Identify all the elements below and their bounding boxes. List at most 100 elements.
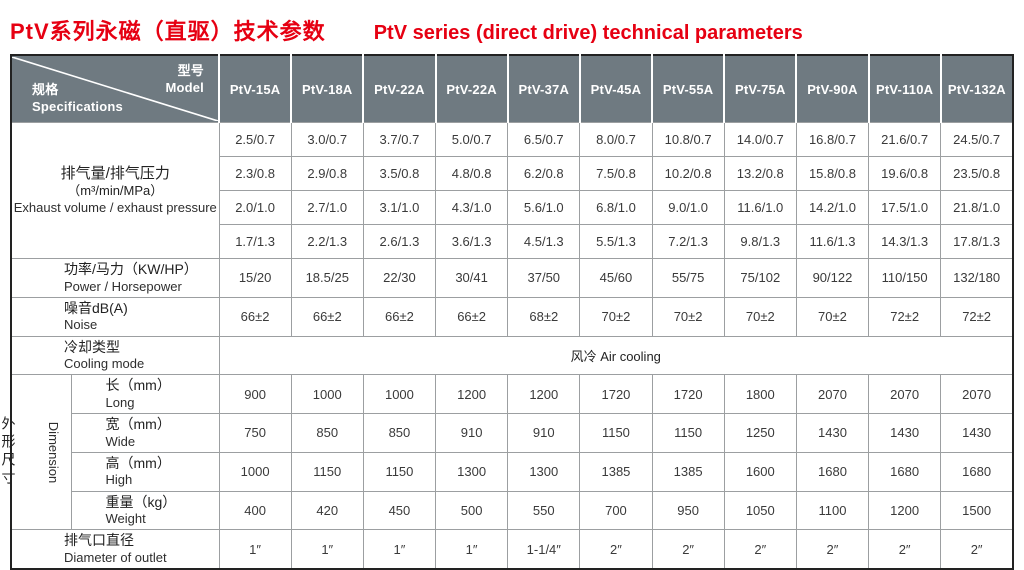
cooling-label-zh: 冷却类型 bbox=[64, 338, 120, 355]
value-cell: 2″ bbox=[579, 529, 653, 570]
value-cell: 10.8/0.7 bbox=[651, 122, 725, 157]
value-cell: 15.8/0.8 bbox=[795, 156, 870, 191]
value-cell: 1000 bbox=[290, 374, 364, 414]
value-cell: 1150 bbox=[651, 413, 725, 453]
value-cell: 22/30 bbox=[362, 258, 437, 298]
value-cell: 1.7/1.3 bbox=[218, 224, 292, 259]
value-cell: 70±2 bbox=[795, 296, 870, 337]
value-cell: 21.6/0.7 bbox=[868, 122, 942, 157]
value-cell: 2″ bbox=[795, 529, 870, 570]
cooling-label-en: Cooling mode bbox=[64, 356, 145, 371]
dimension-row-weight: 重量（kg） Weight 400 420 450 500 550 700 950 1050 1… bbox=[11, 490, 1014, 531]
exhaust-row-4: 1.7/1.3 2.2/1.3 2.6/1.3 3.6/1.3 4.5/1.3 5.5/1… bbox=[11, 224, 1014, 259]
value-cell: 1250 bbox=[723, 413, 797, 453]
model-header-cell: PtV-132A bbox=[939, 55, 1013, 123]
value-cell: 8.0/0.7 bbox=[579, 122, 653, 157]
value-cell: 37/50 bbox=[507, 258, 581, 298]
value-cell: 110/150 bbox=[868, 258, 942, 298]
model-header-cell: PtV-45A bbox=[578, 55, 653, 123]
value-cell: 1″ bbox=[435, 529, 509, 570]
value-cell: 5.5/1.3 bbox=[579, 224, 653, 259]
high-label-cell: 高（mm） High bbox=[70, 451, 220, 492]
value-cell: 2.3/0.8 bbox=[218, 156, 292, 191]
dimension-group-zh: 外形尺寸 bbox=[0, 416, 17, 489]
model-header-cell: PtV-15A bbox=[217, 55, 292, 123]
model-header-cell: PtV-18A bbox=[290, 55, 364, 123]
spec-sheet-page: PtV系列永磁（直驱）技术参数 PtV series (direct drive… bbox=[1, 19, 1014, 570]
value-cell: 21.8/1.0 bbox=[940, 190, 1014, 225]
value-cell: 13.2/0.8 bbox=[723, 156, 797, 191]
value-cell: 500 bbox=[435, 490, 509, 531]
value-cell: 1150 bbox=[290, 451, 364, 492]
value-cell: 68±2 bbox=[507, 296, 581, 337]
value-cell: 1150 bbox=[579, 413, 653, 453]
dimension-group-en: Dimension bbox=[45, 421, 61, 483]
value-cell: 70±2 bbox=[723, 296, 797, 337]
outlet-label-en: Diameter of outlet bbox=[64, 549, 167, 565]
value-cell: 2070 bbox=[940, 374, 1014, 414]
value-cell: 9.8/1.3 bbox=[723, 224, 797, 259]
value-cell: 2.2/1.3 bbox=[290, 224, 364, 259]
value-cell: 24.5/0.7 bbox=[940, 122, 1014, 157]
value-cell: 6.8/1.0 bbox=[579, 190, 653, 225]
power-label-zh: 功率/马力（KW/HP） bbox=[64, 261, 198, 277]
power-label-cell: 功率/马力（KW/HP） Power / Horsepower bbox=[10, 258, 220, 298]
value-cell: 66±2 bbox=[362, 296, 437, 337]
value-cell: 450 bbox=[362, 490, 437, 531]
value-cell: 6.5/0.7 bbox=[507, 122, 581, 157]
value-cell: 16.8/0.7 bbox=[795, 122, 870, 157]
value-cell: 2.9/0.8 bbox=[290, 156, 364, 191]
noise-label-en: Noise bbox=[64, 317, 98, 333]
corner-spec-zh: 规格 bbox=[32, 82, 59, 98]
value-cell: 1385 bbox=[579, 451, 653, 492]
value-cell: 2070 bbox=[795, 374, 870, 414]
wide-label-cell: 宽（mm） Wide bbox=[70, 413, 220, 453]
value-cell: 66±2 bbox=[435, 296, 509, 337]
value-cell: 11.6/1.3 bbox=[795, 224, 870, 259]
dimension-row-wide: 宽（mm） Wide 750 850 850 910 910 1150 1150 1250 14… bbox=[11, 413, 1014, 453]
value-cell: 1100 bbox=[795, 490, 870, 531]
value-cell: 1430 bbox=[868, 413, 942, 453]
value-cell: 1430 bbox=[940, 413, 1014, 453]
exhaust-label-unit: （m³/min/MPa） bbox=[67, 183, 164, 199]
value-cell: 72±2 bbox=[940, 296, 1014, 337]
value-cell: 10.2/0.8 bbox=[651, 156, 725, 191]
dimension-group-cell: 外形尺寸 Dimension bbox=[1, 374, 72, 531]
value-cell: 3.7/0.7 bbox=[362, 122, 437, 157]
value-cell: 550 bbox=[507, 490, 581, 531]
value-cell: 17.5/1.0 bbox=[868, 190, 942, 225]
page-title-zh: PtV系列永磁（直驱）技术参数 bbox=[10, 19, 326, 44]
value-cell: 14.3/1.3 bbox=[868, 224, 942, 259]
value-cell: 1720 bbox=[651, 374, 725, 414]
wide-label-en: Wide bbox=[105, 433, 136, 449]
value-cell: 1680 bbox=[940, 451, 1014, 492]
value-cell: 66±2 bbox=[218, 296, 292, 337]
parameters-table: 型号 Model 规格 Specifications PtV-15A PtV-18… bbox=[1, 54, 1014, 570]
value-cell: 14.0/0.7 bbox=[723, 122, 797, 157]
high-label-en: High bbox=[105, 472, 133, 488]
cooling-row: 冷却类型 Cooling mode 风冷 Air cooling bbox=[10, 335, 1014, 376]
value-cell: 7.2/1.3 bbox=[651, 224, 725, 259]
value-cell: 5.0/0.7 bbox=[435, 122, 509, 157]
value-cell: 1680 bbox=[868, 451, 942, 492]
value-cell: 72±2 bbox=[868, 296, 942, 337]
value-cell: 11.6/1.0 bbox=[723, 190, 797, 225]
value-cell: 3.1/1.0 bbox=[362, 190, 437, 225]
model-header-cell: PtV-75A bbox=[723, 55, 797, 123]
value-cell: 14.2/1.0 bbox=[795, 190, 870, 225]
value-cell: 17.8/1.3 bbox=[940, 224, 1014, 259]
model-header-row: 型号 Model 规格 Specifications PtV-15A PtV-18… bbox=[11, 55, 1013, 123]
value-cell: 3.5/0.8 bbox=[362, 156, 437, 191]
value-cell: 23.5/0.8 bbox=[940, 156, 1014, 191]
value-cell: 910 bbox=[435, 413, 509, 453]
weight-label-en: Weight bbox=[105, 511, 146, 526]
value-cell: 420 bbox=[290, 490, 364, 531]
value-cell: 1600 bbox=[723, 451, 797, 492]
value-cell: 2.5/0.7 bbox=[218, 122, 292, 157]
value-cell: 4.5/1.3 bbox=[507, 224, 581, 259]
value-cell: 1430 bbox=[795, 413, 870, 453]
value-cell: 2070 bbox=[868, 374, 942, 414]
value-cell: 66±2 bbox=[290, 296, 364, 337]
value-cell: 1200 bbox=[507, 374, 581, 414]
value-cell: 70±2 bbox=[579, 296, 653, 337]
